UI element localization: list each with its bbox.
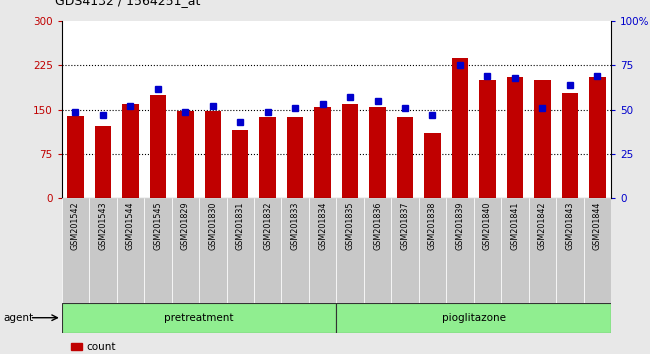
Bar bbox=[67, 116, 84, 198]
Text: GDS4132 / 1564251_at: GDS4132 / 1564251_at bbox=[55, 0, 201, 7]
Bar bbox=[177, 111, 194, 198]
Text: GSM201829: GSM201829 bbox=[181, 201, 190, 250]
Text: pretreatment: pretreatment bbox=[164, 313, 234, 323]
Bar bbox=[89, 198, 117, 303]
Bar bbox=[287, 117, 304, 198]
Bar bbox=[205, 111, 221, 198]
Text: GSM201841: GSM201841 bbox=[510, 201, 519, 250]
Bar bbox=[254, 198, 281, 303]
Text: GSM201836: GSM201836 bbox=[373, 201, 382, 250]
Bar bbox=[227, 198, 254, 303]
Bar bbox=[315, 107, 331, 198]
Text: GSM201544: GSM201544 bbox=[126, 201, 135, 250]
Bar bbox=[364, 198, 391, 303]
Text: GSM201833: GSM201833 bbox=[291, 201, 300, 250]
Text: GSM201542: GSM201542 bbox=[71, 201, 80, 250]
Bar bbox=[199, 198, 227, 303]
Text: agent: agent bbox=[3, 313, 33, 323]
Bar bbox=[369, 107, 386, 198]
Bar bbox=[259, 117, 276, 198]
Bar bbox=[122, 104, 138, 198]
Bar bbox=[150, 95, 166, 198]
Bar bbox=[589, 77, 606, 198]
Legend: count, percentile rank within the sample: count, percentile rank within the sample bbox=[67, 338, 266, 354]
Bar bbox=[172, 198, 199, 303]
Bar bbox=[309, 198, 337, 303]
Text: GSM201839: GSM201839 bbox=[456, 201, 465, 250]
Text: pioglitazone: pioglitazone bbox=[442, 313, 506, 323]
Text: GSM201543: GSM201543 bbox=[98, 201, 107, 250]
Bar bbox=[232, 130, 248, 198]
Bar bbox=[396, 117, 413, 198]
Bar bbox=[62, 198, 89, 303]
Bar bbox=[117, 198, 144, 303]
Bar bbox=[534, 80, 551, 198]
Bar bbox=[562, 93, 578, 198]
Bar bbox=[506, 77, 523, 198]
Bar bbox=[342, 104, 358, 198]
Bar bbox=[419, 198, 446, 303]
Bar bbox=[474, 198, 501, 303]
Bar bbox=[501, 198, 528, 303]
Text: GSM201838: GSM201838 bbox=[428, 201, 437, 250]
Text: GSM201843: GSM201843 bbox=[566, 201, 575, 250]
Text: GSM201834: GSM201834 bbox=[318, 201, 327, 250]
Text: GSM201840: GSM201840 bbox=[483, 201, 492, 250]
Bar bbox=[479, 80, 496, 198]
Text: GSM201832: GSM201832 bbox=[263, 201, 272, 250]
Bar bbox=[62, 303, 337, 333]
Bar bbox=[452, 58, 468, 198]
Bar bbox=[446, 198, 474, 303]
Bar bbox=[95, 126, 111, 198]
Text: GSM201844: GSM201844 bbox=[593, 201, 602, 250]
Text: GSM201830: GSM201830 bbox=[208, 201, 217, 250]
Bar bbox=[337, 198, 364, 303]
Text: GSM201831: GSM201831 bbox=[236, 201, 245, 250]
Text: GSM201545: GSM201545 bbox=[153, 201, 162, 250]
Text: GSM201842: GSM201842 bbox=[538, 201, 547, 250]
Bar bbox=[337, 303, 611, 333]
Bar bbox=[424, 133, 441, 198]
Text: GSM201835: GSM201835 bbox=[346, 201, 355, 250]
Bar bbox=[281, 198, 309, 303]
Bar bbox=[391, 198, 419, 303]
Bar bbox=[528, 198, 556, 303]
Bar bbox=[144, 198, 172, 303]
Bar bbox=[556, 198, 584, 303]
Bar bbox=[584, 198, 611, 303]
Text: GSM201837: GSM201837 bbox=[400, 201, 410, 250]
